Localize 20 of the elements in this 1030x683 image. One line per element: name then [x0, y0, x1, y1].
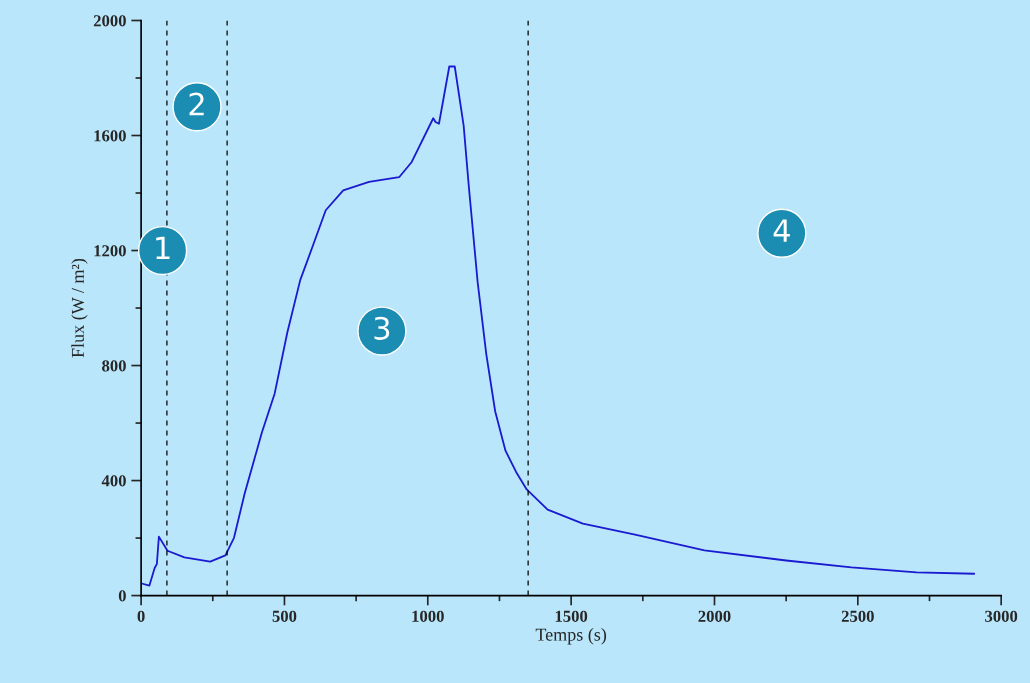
- x-tick-label: 2500: [841, 610, 874, 622]
- x-axis-title: Temps (s): [535, 628, 607, 645]
- y-tick-label: 2000: [93, 15, 126, 27]
- x-tick-label: 500: [272, 610, 297, 622]
- y-axis-title: Flux (W / m²): [71, 258, 88, 358]
- y-tick-label: 1600: [94, 130, 126, 142]
- x-tick-label: 0: [137, 610, 145, 622]
- annotation: 4: [773, 219, 790, 242]
- x-tick-label: 2000: [698, 610, 731, 622]
- y-tick-label: 0: [118, 590, 126, 602]
- x-tick-label: 1500: [555, 610, 588, 622]
- line-series: [141, 65, 976, 587]
- x-tick-label: 1000: [412, 610, 444, 622]
- annotation: 1: [156, 236, 170, 259]
- y-tick-label: 1200: [94, 245, 126, 257]
- x-tick-label: 3000: [985, 610, 1018, 622]
- annotation: 3: [374, 316, 390, 340]
- y-tick-label: 800: [102, 360, 126, 372]
- y-tick-label: 400: [101, 475, 126, 487]
- annotation: 2: [189, 92, 204, 116]
